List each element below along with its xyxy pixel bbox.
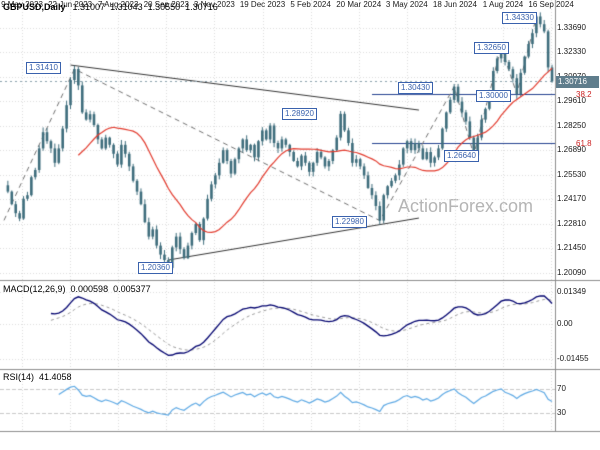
time-axis[interactable]: [0, 432, 600, 450]
price-annotation: 1.32650: [474, 42, 509, 54]
macd-value-signal: 0.005377: [113, 284, 151, 294]
price-axis-label: 1.21450: [557, 243, 586, 252]
price-axis-label: 1.20090: [557, 268, 586, 277]
price-annotation: 1.26640: [444, 150, 479, 162]
time-axis-label: 9 May 2023: [1, 0, 43, 9]
price-annotation: 1.20360: [138, 262, 173, 274]
price-annotation: 1.30430: [398, 82, 433, 94]
macd-axis-label: 0.00: [557, 319, 573, 328]
ohlc-low: 1.30550: [147, 2, 181, 12]
rsi-value: 41.4058: [39, 372, 72, 382]
price-axis-label: 1.33690: [557, 23, 586, 32]
time-axis-label: 3 May 2024: [385, 0, 428, 9]
price-axis-label: 1.22810: [557, 219, 586, 228]
time-axis-label: 7 Aug 2023: [97, 0, 139, 9]
price-annotation: 1.22980: [332, 216, 367, 228]
macd-header: MACD(12,26,9) 0.000598 0.005377: [3, 284, 151, 294]
time-axis-label: 22 Jun 2023: [48, 0, 93, 9]
time-axis-label: 20 Sep 2023: [143, 0, 189, 9]
chart-header: GBPUSD,Daily 1.31007 1.31043 1.30550 1.30716: [3, 2, 223, 12]
rsi-header: RSI(14) 41.4058: [3, 372, 72, 382]
time-axis-label: 1 Aug 2024: [482, 0, 524, 9]
price-axis-label: 1.24170: [557, 194, 586, 203]
time-axis-label: 20 Mar 2024: [336, 0, 382, 9]
time-axis-label: 19 Dec 2023: [239, 0, 286, 9]
price-annotation: 1.30000: [476, 90, 511, 102]
price-axis-label: 1.29610: [557, 96, 586, 105]
macd-axis-label: -0.01455: [557, 354, 589, 363]
rsi-axis-label: 70: [557, 384, 566, 393]
symbol-timeframe: GBPUSD,Daily: [3, 2, 66, 12]
price-axis-label: 1.28250: [557, 121, 586, 130]
time-axis-label: 3 Nov 2023: [193, 0, 235, 9]
ohlc-close: 1.30716: [185, 2, 218, 12]
fib-percent-label: 61.8: [576, 139, 592, 148]
macd-axis-label: 0.01349: [557, 287, 586, 296]
price-axis-label: 1.32330: [557, 47, 586, 56]
price-axis-label: 1.25530: [557, 170, 586, 179]
rsi-axis-label: 30: [557, 408, 566, 417]
price-annotation: 1.31410: [26, 62, 61, 74]
macd-label: MACD(12,26,9): [3, 284, 66, 294]
current-price-box: 1.30716: [556, 76, 599, 88]
time-axis-label: 5 Feb 2024: [290, 0, 331, 9]
time-axis-label: 18 Jun 2024: [432, 0, 477, 9]
ohlc-open: 1.31007: [72, 2, 106, 12]
price-axis[interactable]: [556, 0, 600, 431]
macd-value-main: 0.000598: [70, 284, 109, 294]
ohlc-high: 1.31043: [110, 2, 143, 12]
price-axis-label: 1.26890: [557, 145, 586, 154]
time-axis-label: 16 Sep 2024: [528, 0, 574, 9]
price-annotation: 1.34330: [502, 12, 537, 24]
rsi-label: RSI(14): [3, 372, 35, 382]
price-annotation: 1.28920: [282, 108, 317, 120]
fib-percent-label: 38.2: [576, 90, 592, 99]
